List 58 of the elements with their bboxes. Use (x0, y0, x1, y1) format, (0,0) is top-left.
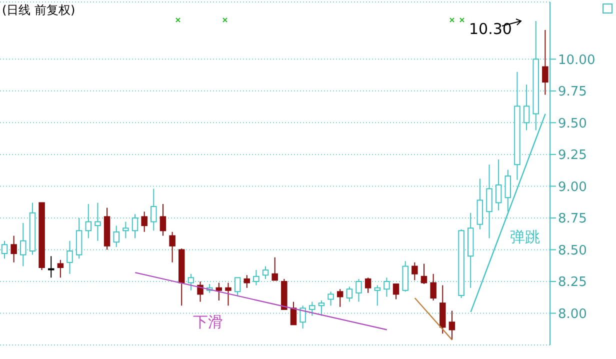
annotation: 弹跳 (510, 228, 540, 247)
candlestick (253, 270, 260, 286)
candlestick (104, 207, 110, 250)
candlestick (20, 222, 26, 267)
candlestick (476, 178, 484, 230)
candlestick (374, 284, 381, 306)
candlestick (272, 256, 278, 281)
candlestick (467, 212, 474, 288)
y-tick-label: 9.00 (558, 180, 587, 195)
candlestick (523, 84, 530, 131)
candlestick (412, 262, 418, 281)
candlestick (141, 211, 148, 232)
candlestick (430, 273, 436, 302)
y-tick-label: 10.00 (558, 52, 596, 68)
candlestick (318, 300, 325, 316)
candlestick (94, 202, 101, 242)
candlestick (514, 71, 520, 180)
candlestick (336, 288, 344, 308)
candlestick (48, 256, 54, 278)
annotation: 下滑 (193, 313, 223, 332)
y-tick-label: 8.25 (558, 275, 587, 290)
candlestick (169, 231, 176, 263)
candlestick (66, 240, 73, 274)
candlestick (178, 248, 185, 306)
candlestick (356, 278, 362, 302)
candlestick (504, 169, 512, 212)
annotation: 10.30 (469, 20, 512, 38)
candlestick (392, 284, 400, 300)
chart-title: (日线 前复权) (2, 2, 76, 19)
candlestick (29, 202, 36, 256)
candlestick (384, 277, 390, 298)
candlestick (113, 225, 120, 248)
candlestick (225, 282, 232, 306)
candlestick (216, 282, 222, 302)
candlestick (188, 273, 194, 291)
candlestick (495, 159, 502, 211)
y-tick-label: 8.75 (558, 212, 587, 227)
candlestick (309, 301, 316, 316)
y-tick-label: 8.00 (558, 306, 587, 322)
candlestick (122, 221, 129, 239)
candlestick (440, 284, 446, 334)
y-tick-label: 9.75 (558, 84, 587, 100)
candlestick (57, 259, 64, 278)
candlestick (85, 203, 92, 239)
candlestick (420, 263, 428, 285)
candlestick (76, 217, 82, 260)
y-tick-label: 9.25 (558, 148, 587, 164)
candlestick (132, 214, 138, 239)
candlestick (150, 188, 157, 232)
y-tick-label: 9.50 (558, 116, 587, 132)
candlestick (10, 235, 17, 263)
candlestick (486, 164, 492, 239)
y-tick-label: 8.50 (558, 243, 587, 258)
candlestick (542, 29, 548, 96)
candlestick (160, 203, 166, 236)
candlestick (532, 20, 539, 131)
candlestick (262, 266, 269, 280)
candlestick (448, 310, 456, 340)
